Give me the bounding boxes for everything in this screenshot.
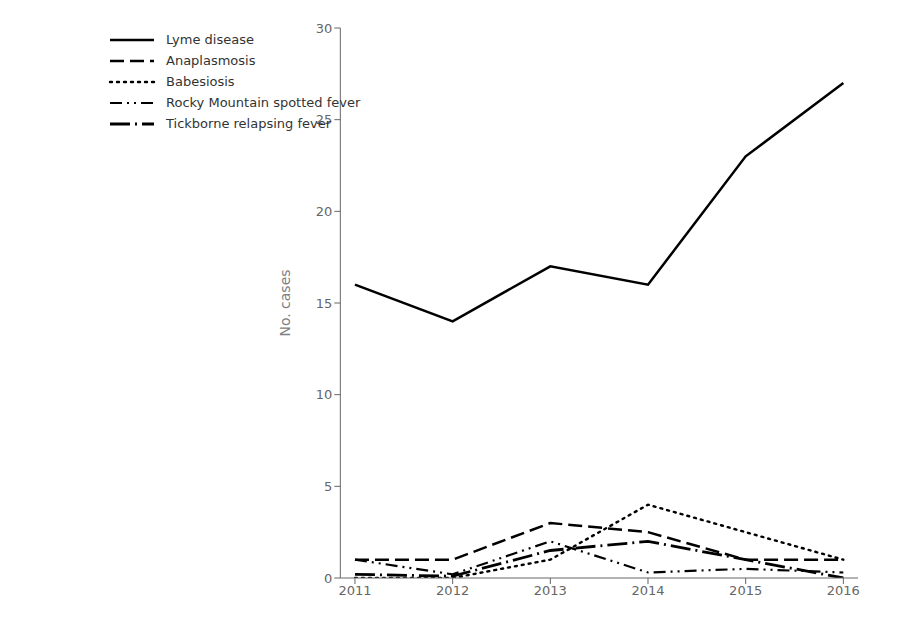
svg-text:25: 25 bbox=[316, 112, 333, 127]
svg-text:2011: 2011 bbox=[338, 583, 371, 598]
svg-text:2015: 2015 bbox=[729, 583, 762, 598]
svg-text:15: 15 bbox=[316, 296, 333, 311]
svg-text:20: 20 bbox=[316, 204, 333, 219]
svg-text:30: 30 bbox=[316, 21, 333, 36]
svg-text:No. cases: No. cases bbox=[277, 269, 293, 336]
svg-text:10: 10 bbox=[316, 387, 333, 402]
svg-text:2016: 2016 bbox=[827, 583, 860, 598]
svg-text:5: 5 bbox=[324, 479, 332, 494]
svg-text:0: 0 bbox=[324, 571, 332, 586]
svg-text:2014: 2014 bbox=[631, 583, 664, 598]
svg-text:2013: 2013 bbox=[534, 583, 567, 598]
svg-text:2012: 2012 bbox=[436, 583, 469, 598]
